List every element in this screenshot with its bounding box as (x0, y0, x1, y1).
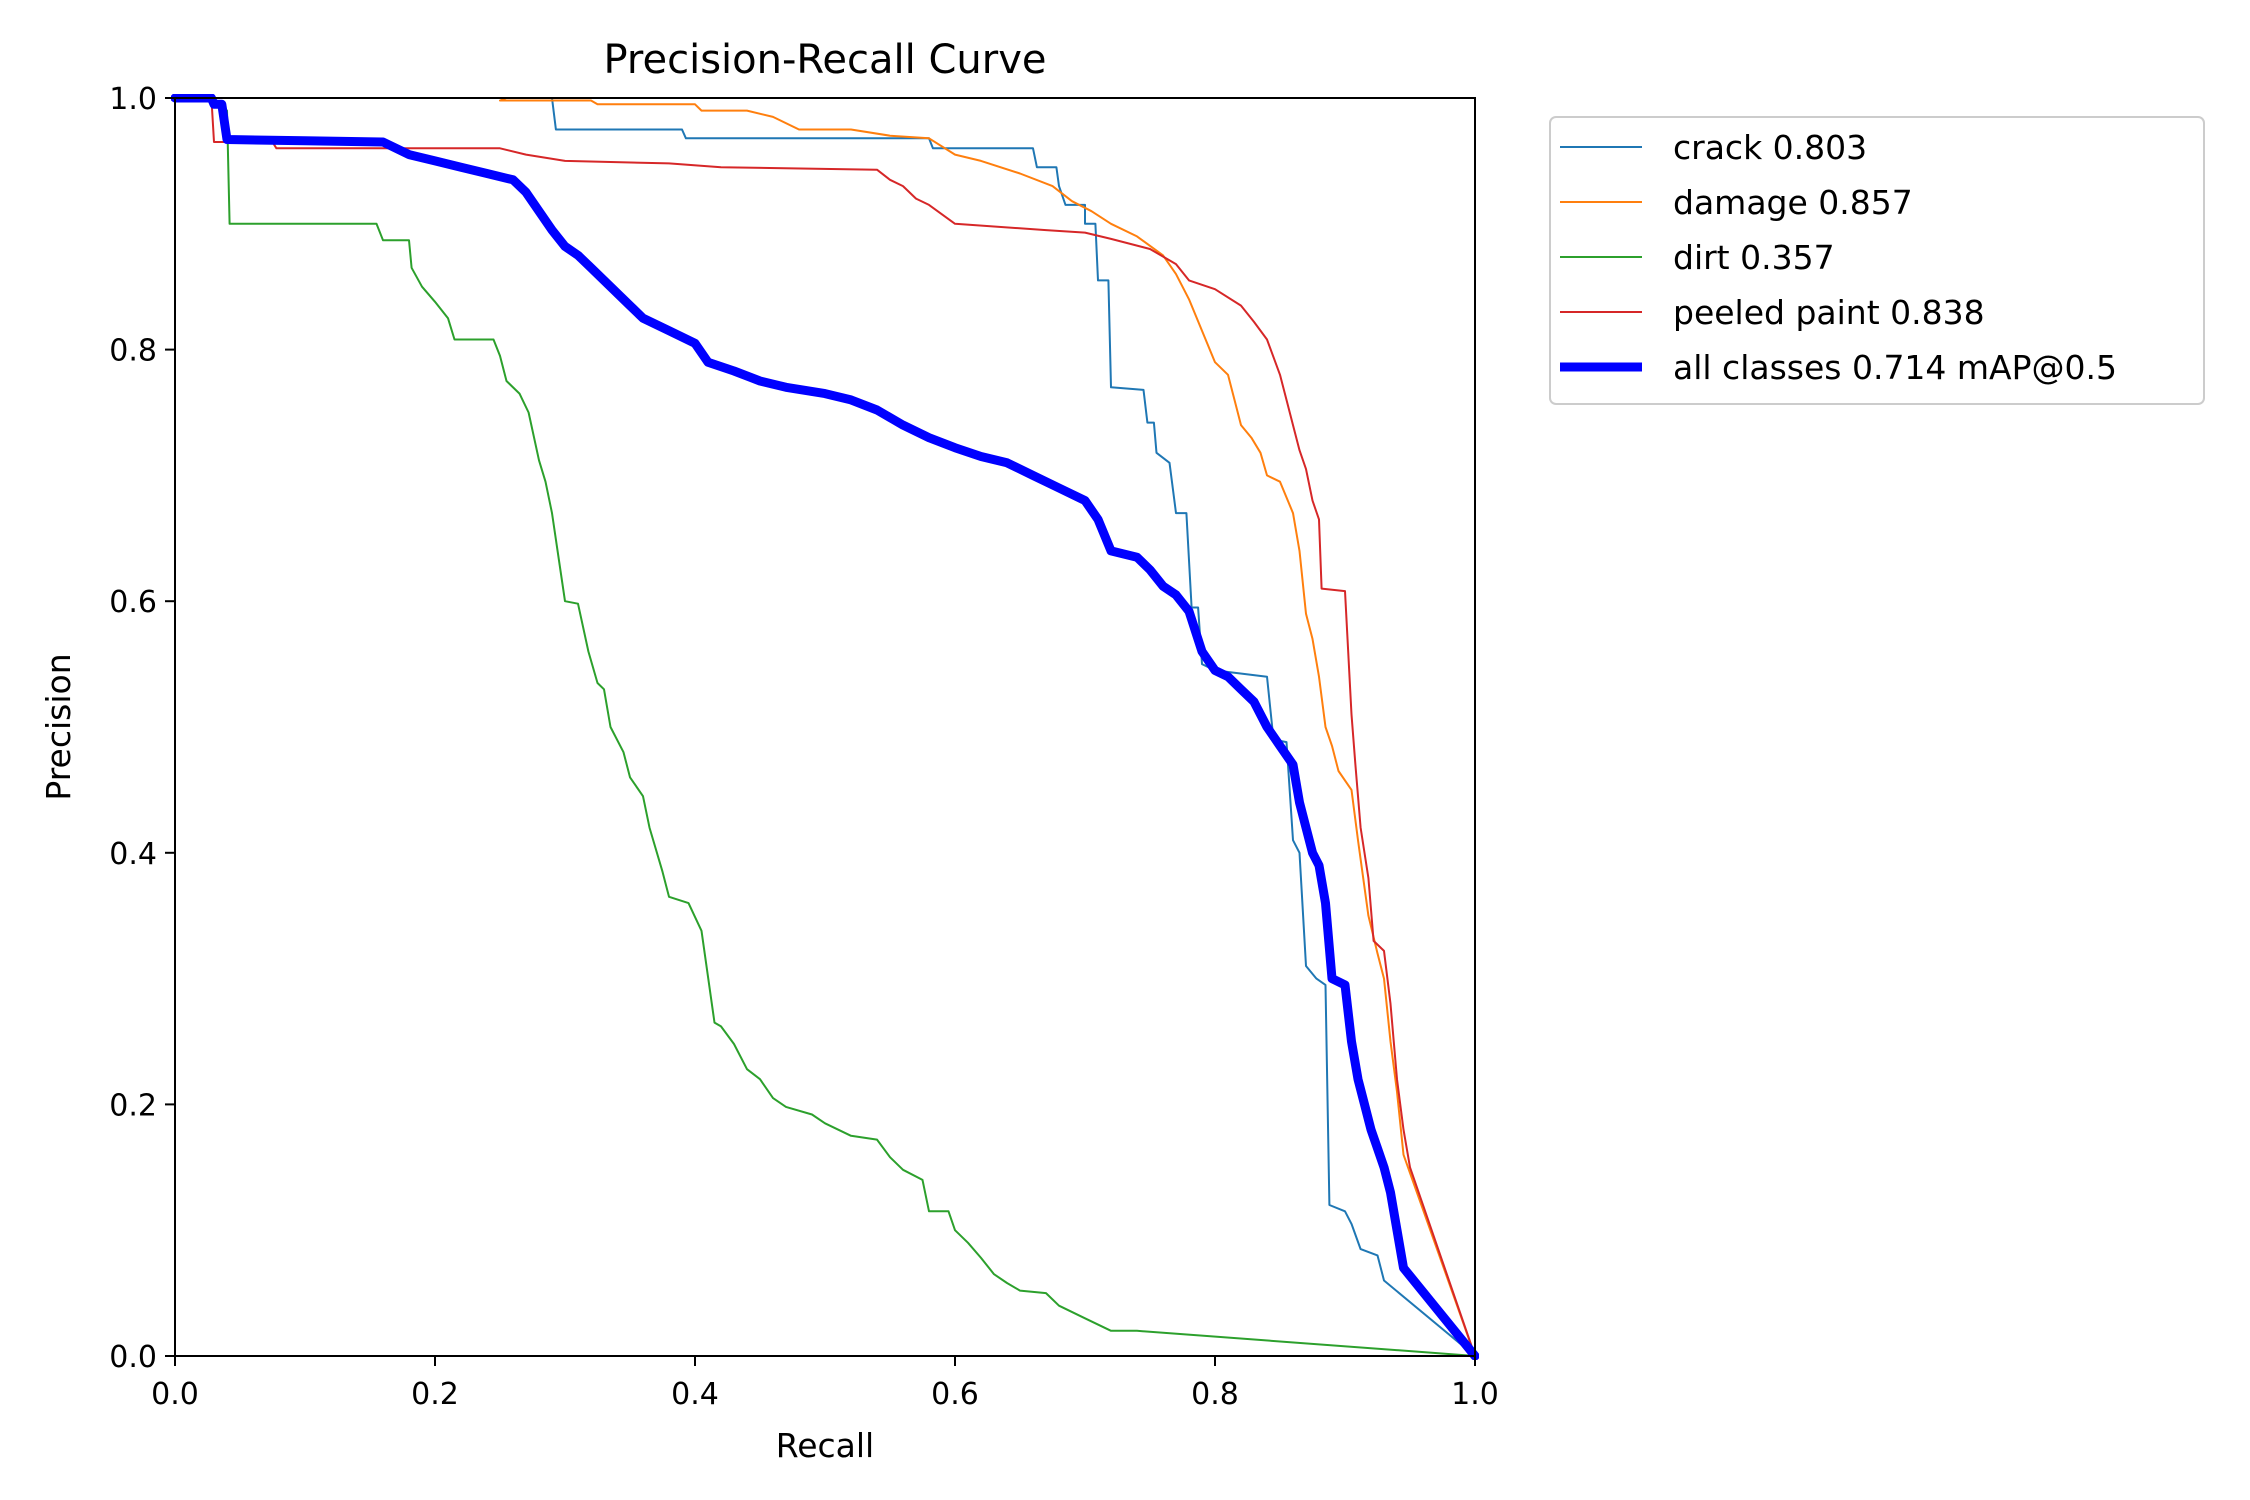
x-tick-label: 0.2 (411, 1377, 459, 1412)
x-axis-label: Recall (776, 1426, 874, 1465)
series-line-5 (171, 94, 1479, 1360)
legend-entry-label: damage 0.857 (1673, 183, 1913, 222)
legend-frame (1549, 116, 2205, 405)
y-tick-label: 0.6 (109, 585, 157, 620)
legend-entry-label: peeled paint 0.838 (1673, 293, 1985, 332)
y-tick-label: 0.0 (109, 1340, 157, 1375)
series-line-1 (174, 97, 1476, 1357)
legend-entry-label: crack 0.803 (1673, 128, 1867, 167)
y-axis: 0.0 0.2 0.4 0.6 0.8 1.0 (109, 82, 175, 1375)
y-tick-label: 0.8 (109, 334, 157, 369)
series-line-3 (174, 97, 1476, 1357)
legend-entry-label: all classes 0.714 mAP@0.5 (1673, 348, 2117, 387)
series-line-4 (174, 97, 1476, 1357)
x-tick-label: 1.0 (1451, 1377, 1499, 1412)
series-line-2 (499, 97, 1476, 1357)
legend: crack 0.803 damage 0.857 dirt 0.357 peeled … (1549, 116, 2205, 405)
chart-title: Precision-Recall Curve (604, 37, 1047, 83)
x-axis: 0.0 0.2 0.4 0.6 0.8 1.0 (151, 1356, 1499, 1412)
x-tick-label: 0.8 (1191, 1377, 1239, 1412)
y-tick-label: 0.2 (109, 1088, 157, 1123)
series-layer (171, 94, 1479, 1360)
plot-frame (174, 97, 1476, 1357)
x-tick-label: 0.4 (671, 1377, 719, 1412)
y-tick-label: 0.4 (109, 837, 157, 872)
x-tick-label: 0.0 (151, 1377, 199, 1412)
y-axis-label: Precision (39, 653, 78, 800)
legend-entry-label: dirt 0.357 (1673, 238, 1835, 277)
y-tick-label: 1.0 (109, 82, 157, 117)
x-tick-label: 0.6 (931, 1377, 979, 1412)
